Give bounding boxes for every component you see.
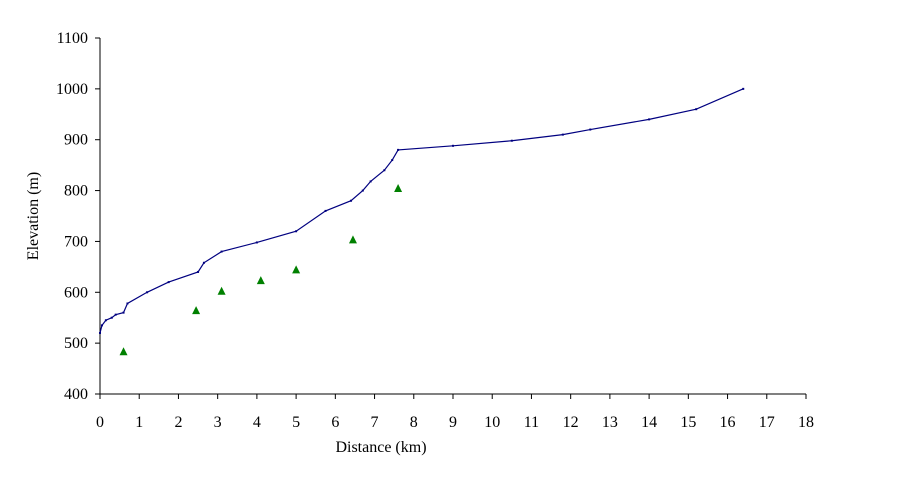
line-point [100, 324, 103, 327]
axes [95, 37, 807, 399]
x-tick-label: 11 [524, 414, 539, 431]
y-axis-title: Elevation (m) [25, 172, 42, 260]
x-tick-label: 12 [563, 414, 579, 431]
x-tick-label: 17 [759, 414, 775, 431]
x-tick-label: 18 [798, 414, 814, 431]
triangle-marker [292, 265, 301, 274]
x-tick-label: 0 [96, 414, 104, 431]
line-point [126, 302, 129, 305]
y-tick-label: 800 [64, 183, 88, 200]
x-tick-label: 6 [331, 414, 339, 431]
triangle-marker [119, 347, 128, 356]
x-tick-label: 10 [484, 414, 500, 431]
line-point [350, 199, 353, 202]
line-point [110, 316, 113, 319]
y-tick-label: 900 [64, 132, 88, 149]
line-point [695, 108, 698, 111]
x-tick-label: 3 [214, 414, 222, 431]
series-0 [99, 87, 745, 334]
x-tick-label: 14 [641, 414, 657, 431]
triangle-marker [348, 235, 357, 244]
line-point [397, 148, 400, 151]
line-point [167, 281, 170, 284]
line-point [369, 180, 372, 183]
x-tick-label: 5 [292, 414, 300, 431]
series-1 [119, 184, 403, 356]
x-axis-title: Distance (km) [335, 439, 426, 456]
triangle-marker [192, 306, 201, 315]
x-tick-label: 4 [253, 414, 261, 431]
line-point [742, 87, 745, 90]
triangle-marker [394, 184, 403, 193]
y-tick-label: 700 [64, 233, 88, 250]
line-point [122, 311, 125, 314]
line-point [104, 319, 107, 322]
x-tick-label: 8 [410, 414, 418, 431]
line-point [589, 128, 592, 131]
x-tick-label: 2 [174, 414, 182, 431]
line-point [561, 133, 564, 136]
triangle-marker [217, 286, 226, 295]
line-point [255, 241, 258, 244]
x-tick-label: 15 [680, 414, 696, 431]
line-point [99, 331, 101, 334]
x-tick-label: 13 [602, 414, 618, 431]
line-point [202, 261, 205, 264]
line-point [510, 139, 513, 142]
line-point [383, 169, 386, 172]
series-layer [99, 87, 745, 356]
x-tick-label: 1 [135, 414, 143, 431]
x-tick-label: 9 [449, 414, 457, 431]
line-point [452, 144, 454, 147]
line-point [295, 230, 298, 233]
y-tick-label: 600 [64, 284, 88, 301]
y-tick-label: 500 [64, 335, 88, 352]
y-tick-label: 400 [64, 386, 88, 403]
line-point [197, 270, 200, 273]
y-tick-label: 1100 [57, 30, 88, 47]
y-tick-label: 1000 [56, 81, 88, 98]
line-point [391, 159, 394, 162]
line-point [146, 291, 149, 294]
line-point [114, 313, 117, 316]
x-tick-label: 16 [720, 414, 736, 431]
x-tick-label: 7 [371, 414, 379, 431]
line-point [220, 250, 223, 253]
elevation-line [99, 88, 744, 334]
line-point [361, 189, 364, 192]
line-point [648, 118, 651, 121]
triangle-marker [256, 276, 265, 285]
line-point [324, 209, 327, 212]
